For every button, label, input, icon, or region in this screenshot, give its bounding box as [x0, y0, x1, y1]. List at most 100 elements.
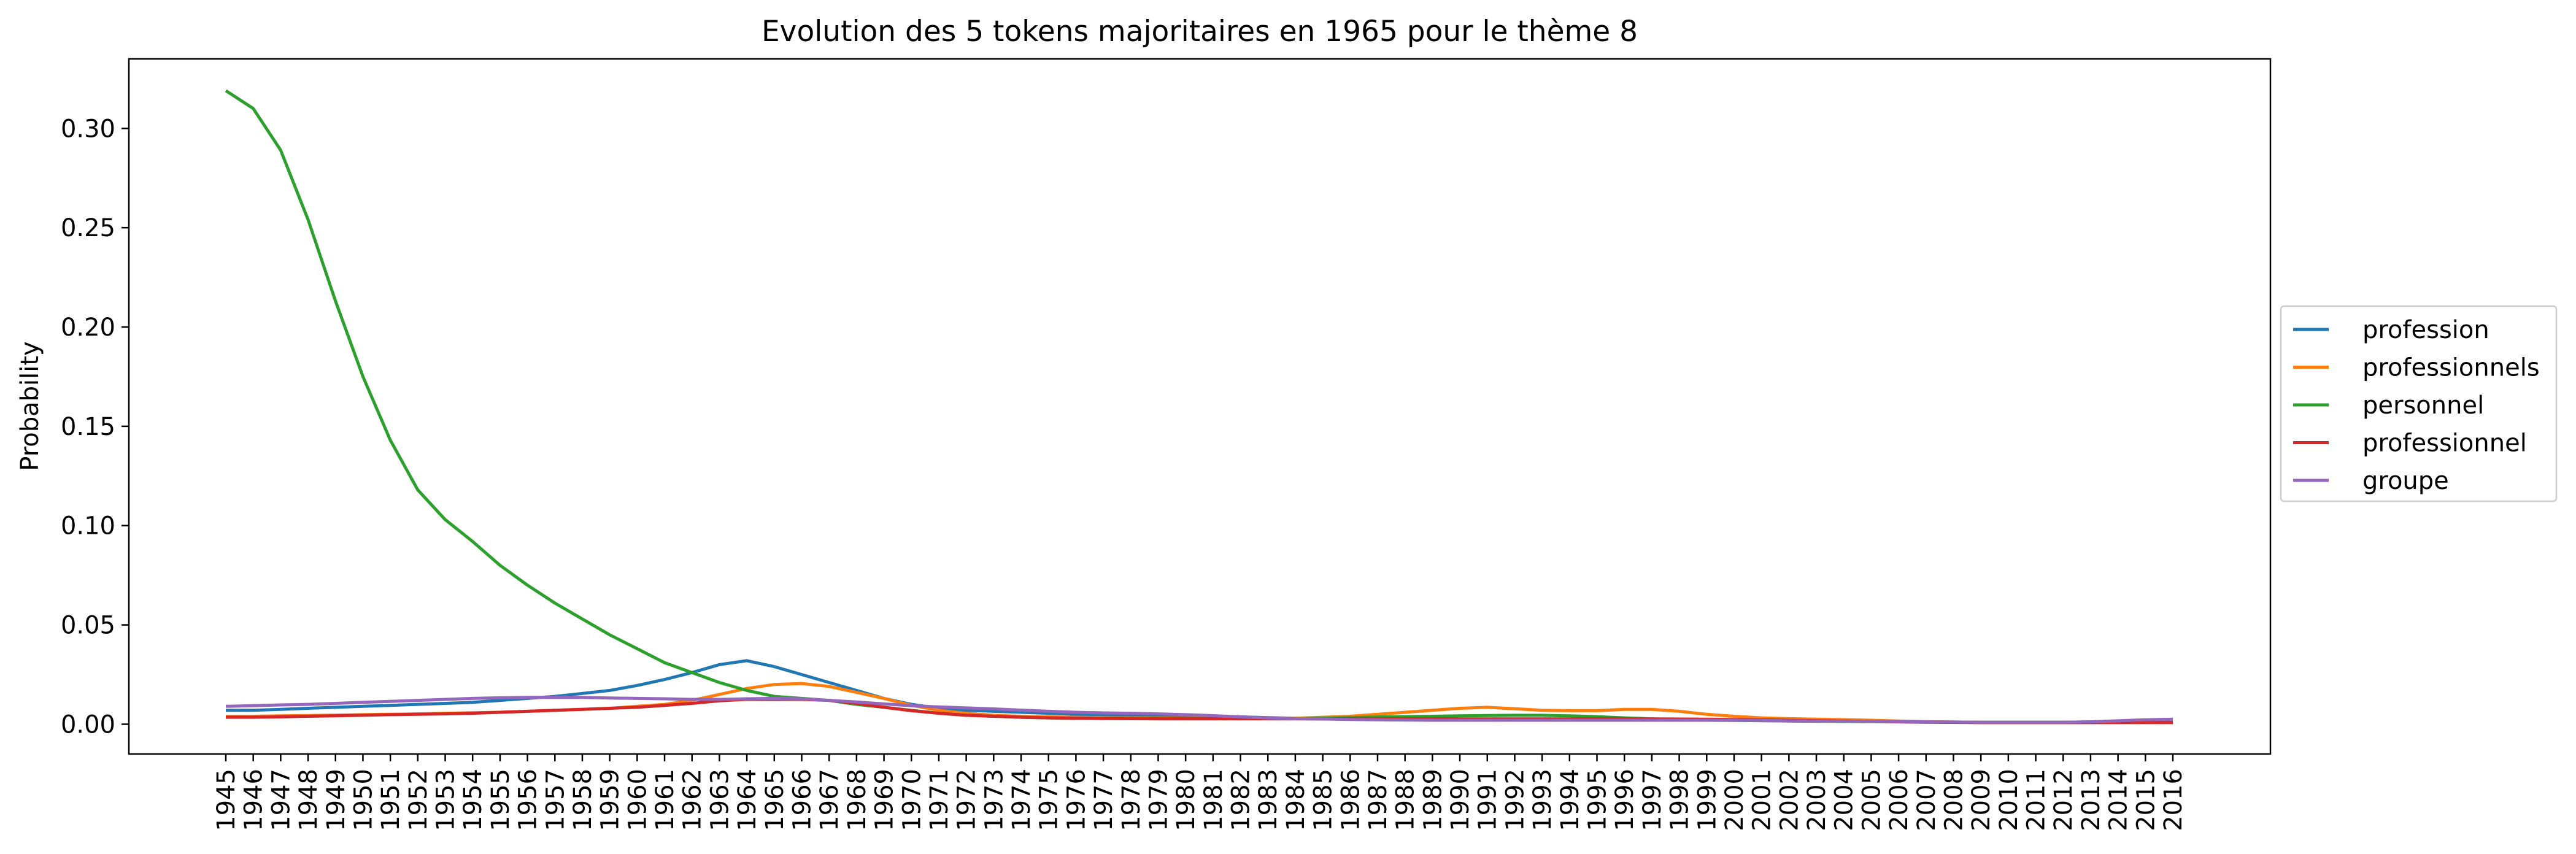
x-tick-label: 1978 [1117, 769, 1146, 831]
x-tick-label: 1989 [1419, 769, 1447, 831]
x-tick-label: 2006 [1885, 769, 1913, 831]
x-tick-label: 1963 [706, 769, 734, 831]
x-tick-label: 2002 [1775, 769, 1803, 831]
legend-entry: groupe [2293, 467, 2449, 495]
x-tick-label: 1958 [569, 769, 597, 831]
x-tick-label: 1951 [377, 769, 405, 831]
x-tick-label: 2014 [2105, 769, 2133, 831]
x-tick-label: 1950 [349, 769, 377, 831]
x-tick-label: 1945 [212, 769, 241, 831]
x-axis-ticks: 1945194619471948194919501951195219531954… [212, 754, 2188, 831]
y-tick-label: 0.10 [61, 512, 115, 540]
x-tick-label: 2015 [2132, 769, 2160, 831]
x-tick-label: 1970 [898, 769, 926, 831]
legend-label: personnel [2362, 391, 2484, 420]
x-tick-label: 1971 [925, 769, 954, 831]
series-lines [225, 89, 2173, 725]
x-tick-label: 1973 [980, 769, 1008, 831]
x-tick-label: 1949 [322, 769, 350, 831]
x-tick-label: 1955 [487, 769, 515, 831]
x-tick-label: 1980 [1172, 769, 1200, 831]
x-tick-label: 1999 [1693, 769, 1721, 831]
x-tick-label: 1985 [1309, 769, 1338, 831]
x-tick-label: 1967 [816, 769, 844, 831]
legend-frame [2280, 305, 2558, 502]
x-tick-label: 1974 [1008, 769, 1036, 831]
x-tick-label: 2007 [1913, 769, 1941, 831]
x-tick-label: 1997 [1638, 769, 1667, 831]
plot-area-frame [128, 58, 2272, 755]
x-tick-label: 1990 [1446, 769, 1475, 831]
y-tick-label: 0.30 [61, 115, 115, 143]
y-tick-label: 0.15 [61, 413, 115, 441]
x-tick-label: 1946 [240, 769, 268, 831]
series-groupe [225, 696, 2173, 724]
x-tick-label: 1979 [1144, 769, 1173, 831]
y-axis-ticks: 0.00 0.05 0.10 0.15 0.20 0.25 0.30 [61, 115, 129, 739]
x-tick-label: 1966 [788, 769, 816, 831]
legend-label: professionnel [2362, 429, 2527, 458]
x-tick-label: 1976 [1062, 769, 1090, 831]
x-tick-label: 1964 [733, 769, 762, 831]
x-tick-label: 1977 [1090, 769, 1118, 831]
x-tick-label: 1996 [1611, 769, 1639, 831]
x-tick-label: 1969 [871, 769, 899, 831]
x-tick-label: 2010 [1995, 769, 2023, 831]
x-tick-label: 1981 [1200, 769, 1228, 831]
x-tick-label: 1988 [1392, 769, 1420, 831]
x-tick-label: 1975 [1035, 769, 1063, 831]
x-tick-label: 1994 [1556, 769, 1584, 831]
x-tick-label: 1992 [1501, 769, 1529, 831]
y-tick-label: 0.00 [61, 710, 115, 739]
x-tick-label: 2011 [2023, 769, 2051, 831]
y-axis-label: Probability [16, 341, 44, 471]
x-tick-label: 2008 [1940, 769, 1968, 831]
x-tick-label: 1956 [514, 769, 542, 831]
x-tick-label: 1959 [596, 769, 625, 831]
x-tick-label: 1993 [1529, 769, 1557, 831]
x-tick-label: 1968 [843, 769, 871, 831]
y-tick-label: 0.25 [61, 214, 115, 242]
x-tick-label: 1961 [651, 769, 679, 831]
x-tick-label: 1986 [1336, 769, 1365, 831]
x-tick-label: 1995 [1584, 769, 1612, 831]
legend-label: profession [2362, 316, 2489, 344]
x-tick-label: 1998 [1666, 769, 1694, 831]
x-tick-label: 1962 [679, 769, 707, 831]
x-tick-label: 2012 [2050, 769, 2078, 831]
x-tick-label: 1953 [432, 769, 460, 831]
x-tick-label: 2005 [1857, 769, 1886, 831]
x-tick-label: 1947 [267, 769, 295, 831]
x-tick-label: 1948 [295, 769, 323, 831]
x-tick-label: 1987 [1364, 769, 1392, 831]
x-tick-label: 2013 [2077, 769, 2105, 831]
x-tick-label: 1954 [459, 769, 487, 831]
x-tick-label: 1957 [541, 769, 569, 831]
x-tick-label: 1984 [1282, 769, 1310, 831]
x-tick-label: 2016 [2159, 769, 2188, 831]
x-tick-label: 1991 [1474, 769, 1502, 831]
x-tick-label: 2001 [1748, 769, 1776, 831]
x-tick-label: 1983 [1254, 769, 1282, 831]
x-tick-label: 1952 [404, 769, 433, 831]
legend-entry: professionnel [2293, 429, 2527, 458]
legend-entry: professionnels [2293, 354, 2540, 382]
x-tick-label: 2009 [1967, 769, 1996, 831]
chart-title: Evolution des 5 tokens majoritaires en 1… [762, 15, 1638, 48]
legend-entry: personnel [2293, 391, 2484, 420]
x-tick-label: 2004 [1830, 769, 1859, 831]
x-tick-label: 1982 [1227, 769, 1255, 831]
x-tick-label: 1960 [623, 769, 652, 831]
x-tick-label: 1965 [761, 769, 789, 831]
legend-label: groupe [2362, 467, 2449, 495]
x-tick-label: 2003 [1803, 769, 1831, 831]
y-tick-label: 0.20 [61, 314, 115, 342]
x-tick-label: 2000 [1721, 769, 1749, 831]
y-tick-label: 0.05 [61, 612, 115, 640]
legend-entry: profession [2293, 316, 2489, 344]
legend: profession professionnels personnel profess… [2280, 305, 2558, 502]
series-line-groupe [225, 696, 2173, 724]
x-tick-label: 1972 [953, 769, 981, 831]
